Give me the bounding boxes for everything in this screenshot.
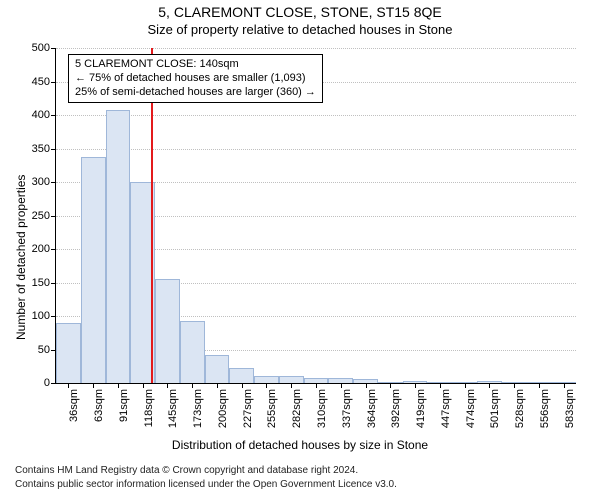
y-tick-label: 150 <box>32 277 56 289</box>
y-tick-label: 500 <box>32 42 56 54</box>
x-tick-mark <box>93 383 94 388</box>
x-tick-label: 173sqm <box>192 389 204 428</box>
annotation-line: ← 75% of detached houses are smaller (1,… <box>75 72 316 86</box>
x-tick-mark <box>242 383 243 388</box>
x-tick-mark <box>440 383 441 388</box>
x-tick-mark <box>465 383 466 388</box>
footnote-2: Contains public sector information licen… <box>15 479 397 490</box>
x-tick-mark <box>390 383 391 388</box>
y-tick-label: 200 <box>32 243 56 255</box>
x-tick-mark <box>167 383 168 388</box>
x-tick-label: 392sqm <box>390 389 402 428</box>
x-tick-label: 337sqm <box>341 389 353 428</box>
histogram-bar <box>106 110 131 383</box>
x-axis-label: Distribution of detached houses by size … <box>0 438 600 452</box>
gridline <box>56 149 576 150</box>
histogram-bar <box>205 355 230 383</box>
x-tick-label: 227sqm <box>242 389 254 428</box>
footnote-1: Contains HM Land Registry data © Crown c… <box>15 465 358 476</box>
x-tick-label: 556sqm <box>539 389 551 428</box>
x-tick-mark <box>564 383 565 388</box>
annotation-line: 25% of semi-detached houses are larger (… <box>75 86 316 100</box>
chart-title: 5, CLAREMONT CLOSE, STONE, ST15 8QE <box>0 4 600 20</box>
histogram-bar <box>180 321 205 383</box>
gridline <box>56 115 576 116</box>
chart-subtitle: Size of property relative to detached ho… <box>0 22 600 37</box>
x-tick-label: 282sqm <box>291 389 303 428</box>
histogram-bar <box>279 376 304 383</box>
histogram-bar <box>56 323 81 383</box>
y-tick-label: 50 <box>38 344 56 356</box>
y-tick-label: 250 <box>32 210 56 222</box>
annotation-box: 5 CLAREMONT CLOSE: 140sqm← 75% of detach… <box>68 54 323 103</box>
y-tick-label: 100 <box>32 310 56 322</box>
x-tick-mark <box>415 383 416 388</box>
x-tick-mark <box>291 383 292 388</box>
y-tick-label: 400 <box>32 109 56 121</box>
x-tick-label: 63sqm <box>93 389 105 422</box>
y-tick-label: 350 <box>32 143 56 155</box>
x-tick-label: 91sqm <box>118 389 130 422</box>
x-tick-mark <box>266 383 267 388</box>
x-tick-label: 310sqm <box>316 389 328 428</box>
y-tick-label: 300 <box>32 176 56 188</box>
histogram-bar <box>81 157 106 383</box>
x-tick-label: 364sqm <box>366 389 378 428</box>
annotation-line: 5 CLAREMONT CLOSE: 140sqm <box>75 58 316 72</box>
x-tick-label: 36sqm <box>68 389 80 422</box>
x-tick-mark <box>341 383 342 388</box>
x-tick-label: 118sqm <box>143 389 155 427</box>
x-tick-label: 447sqm <box>440 389 452 428</box>
x-tick-mark <box>514 383 515 388</box>
x-tick-label: 200sqm <box>217 389 229 428</box>
x-tick-label: 583sqm <box>564 389 576 428</box>
histogram-bar <box>254 376 279 383</box>
y-axis-label: Number of detached properties <box>14 175 28 340</box>
gridline <box>56 48 576 49</box>
x-tick-label: 145sqm <box>167 389 179 428</box>
x-tick-label: 474sqm <box>465 389 477 428</box>
y-tick-label: 450 <box>32 76 56 88</box>
x-tick-mark <box>489 383 490 388</box>
x-tick-label: 528sqm <box>514 389 526 428</box>
x-tick-label: 501sqm <box>489 389 501 428</box>
x-tick-mark <box>539 383 540 388</box>
x-tick-mark <box>316 383 317 388</box>
x-tick-mark <box>143 383 144 388</box>
x-tick-mark <box>217 383 218 388</box>
plot-area: 05010015020025030035040045050036sqm63sqm… <box>55 48 576 384</box>
x-tick-mark <box>192 383 193 388</box>
x-tick-mark <box>68 383 69 388</box>
x-tick-mark <box>118 383 119 388</box>
x-tick-label: 419sqm <box>415 389 427 428</box>
y-tick-label: 0 <box>44 377 56 389</box>
histogram-bar <box>229 368 254 383</box>
histogram-bar <box>155 279 180 383</box>
x-tick-mark <box>366 383 367 388</box>
x-tick-label: 255sqm <box>266 389 278 428</box>
chart-container: { "chart": { "type": "histogram", "title… <box>0 0 600 500</box>
